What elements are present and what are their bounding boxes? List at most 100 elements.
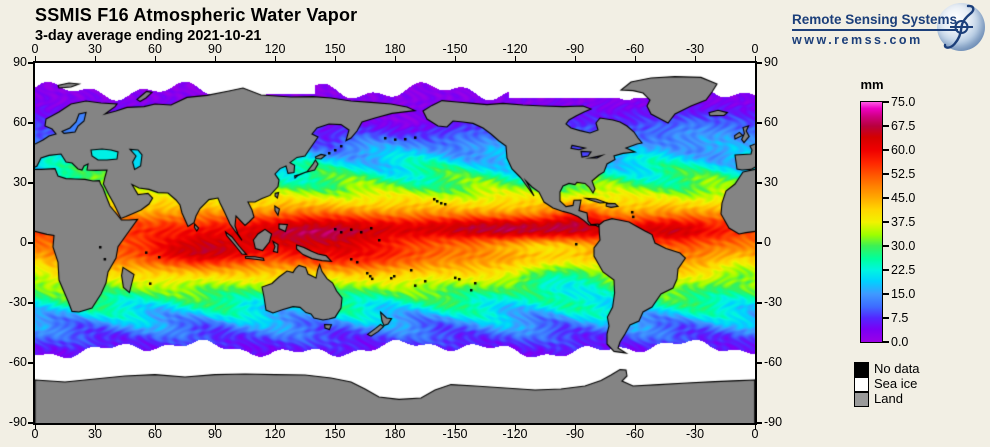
colorbar-tick-label: 60.0 [891, 142, 916, 157]
colorbar-tick [883, 269, 889, 271]
lon-label-top: 180 [384, 42, 406, 56]
colorbar-tick [883, 341, 889, 343]
lat-label-left: -60 [8, 355, 27, 369]
lon-label-top: -90 [565, 42, 585, 56]
lon-tick-top [94, 56, 96, 61]
lon-label-top: -30 [685, 42, 705, 56]
lat-tick-left [28, 362, 33, 364]
lon-tick-top [34, 56, 36, 61]
lon-tick-bottom [394, 425, 396, 430]
lon-tick-top [154, 56, 156, 61]
colorbar-tick [883, 149, 889, 151]
colorbar-tick-label: 0.0 [891, 334, 909, 349]
colorbar-tick [883, 293, 889, 295]
lat-tick-right [757, 62, 762, 64]
legend-swatch-no-data [854, 362, 869, 377]
lat-label-right: 0 [764, 235, 771, 249]
colorbar-tick [883, 317, 889, 319]
colorbar-tick-label: 7.5 [891, 310, 909, 325]
legend-label: No data [874, 361, 920, 376]
colorbar-tick [883, 101, 889, 103]
colorbar-tick [883, 221, 889, 223]
colorbar-tick [883, 125, 889, 127]
lat-tick-left [28, 62, 33, 64]
lat-label-right: 90 [764, 55, 778, 69]
colorbar-tick-label: 45.0 [891, 190, 916, 205]
lon-tick-bottom [514, 425, 516, 430]
lon-tick-top [274, 56, 276, 61]
lon-label-bottom: -90 [565, 427, 585, 441]
lat-label-left: 90 [13, 55, 27, 69]
legend-swatch-land [854, 392, 869, 407]
lon-tick-top [214, 56, 216, 61]
colorbar-tick [883, 245, 889, 247]
lat-tick-left [28, 122, 33, 124]
lon-tick-bottom [694, 425, 696, 430]
lat-tick-right [757, 242, 762, 244]
colorbar-tick-label: 15.0 [891, 286, 916, 301]
lon-label-top: -150 [442, 42, 468, 56]
lon-label-top: 0 [751, 42, 759, 56]
lat-label-left: 30 [13, 175, 27, 189]
lon-tick-top [694, 56, 696, 61]
lat-label-left: -90 [8, 415, 27, 429]
lon-label-bottom: 180 [384, 427, 406, 441]
lon-tick-bottom [34, 425, 36, 430]
page-title: SSMIS F16 Atmospheric Water Vapor [35, 5, 358, 25]
lon-label-bottom: -150 [442, 427, 468, 441]
lon-label-top: -120 [502, 42, 528, 56]
map-frame [33, 61, 757, 425]
legend-label: Sea ice [874, 376, 918, 391]
lon-tick-bottom [274, 425, 276, 430]
lat-tick-right [757, 122, 762, 124]
lat-tick-right [757, 182, 762, 184]
lon-label-top: 120 [264, 42, 286, 56]
lon-tick-bottom [454, 425, 456, 430]
lon-label-top: 150 [324, 42, 346, 56]
legend-swatch-sea-ice [854, 377, 869, 392]
colorbar-tick [883, 197, 889, 199]
lon-label-top: 60 [148, 42, 162, 56]
colorbar-tick [883, 173, 889, 175]
lon-tick-bottom [754, 425, 756, 430]
lon-tick-bottom [574, 425, 576, 430]
lon-tick-top [334, 56, 336, 61]
lon-label-bottom: 0 [31, 427, 39, 441]
lat-tick-right [757, 362, 762, 364]
lat-label-right: 60 [764, 115, 778, 129]
colorbar-tick-label: 37.5 [891, 214, 916, 229]
lon-tick-top [634, 56, 636, 61]
lat-tick-right [757, 422, 762, 424]
lon-tick-bottom [214, 425, 216, 430]
legend-label: Land [874, 391, 903, 406]
integral-symbol-icon [943, 4, 975, 49]
earth-globe-logo-icon [937, 3, 985, 51]
lat-label-right: -60 [764, 355, 783, 369]
lon-tick-top [754, 56, 756, 61]
lon-label-bottom: 60 [148, 427, 162, 441]
colorbar-tick-label: 30.0 [891, 238, 916, 253]
lon-label-top: 30 [88, 42, 102, 56]
lon-label-bottom: 0 [751, 427, 759, 441]
lon-tick-bottom [154, 425, 156, 430]
lon-tick-bottom [334, 425, 336, 430]
lat-label-right: 30 [764, 175, 778, 189]
colorbar-tick-label: 75.0 [891, 94, 916, 109]
lon-label-top: -60 [625, 42, 645, 56]
lon-label-bottom: 150 [324, 427, 346, 441]
lon-label-bottom: 120 [264, 427, 286, 441]
lon-label-bottom: -30 [685, 427, 705, 441]
lat-label-left: -30 [8, 295, 27, 309]
lat-tick-left [28, 302, 33, 304]
lon-tick-top [454, 56, 456, 61]
colorbar-tick-label: 67.5 [891, 118, 916, 133]
lon-label-bottom: -60 [625, 427, 645, 441]
lon-tick-bottom [634, 425, 636, 430]
world-water-vapor-map-canvas [35, 63, 755, 423]
page-subtitle: 3-day average ending 2021-10-21 [35, 28, 262, 44]
lon-label-top: 0 [31, 42, 39, 56]
lat-label-left: 60 [13, 115, 27, 129]
colorbar-unit-label: mm [860, 77, 884, 92]
lon-tick-top [574, 56, 576, 61]
lon-label-top: 90 [208, 42, 222, 56]
